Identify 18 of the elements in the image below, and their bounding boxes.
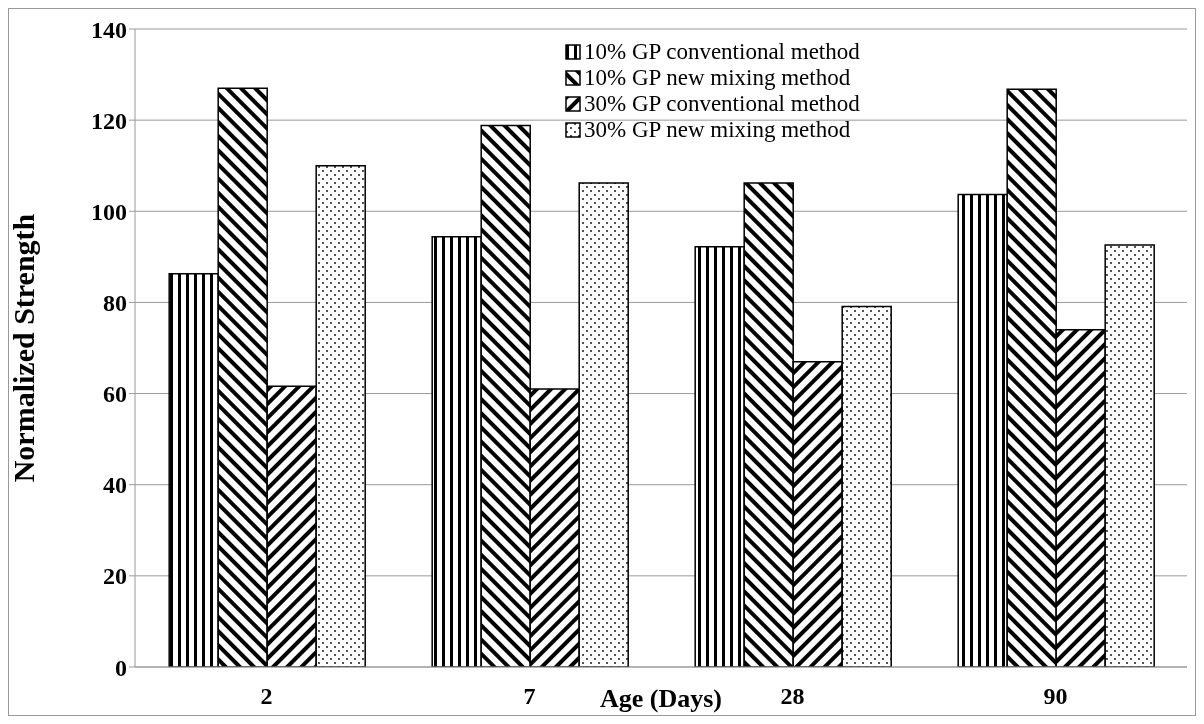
y-tick-label: 60 bbox=[103, 381, 127, 408]
y-tick-label: 40 bbox=[103, 472, 127, 499]
x-tick-label: 2 bbox=[260, 683, 273, 710]
x-tick-label: 90 bbox=[1043, 683, 1068, 710]
y-tick-label: 100 bbox=[91, 198, 127, 225]
y-tick-label: 140 bbox=[91, 16, 127, 43]
x-tick-label: 28 bbox=[780, 683, 805, 710]
y-tick-label: 80 bbox=[103, 289, 127, 316]
legend-label: 10% GP conventional method bbox=[584, 39, 860, 65]
x-tick-label: 7 bbox=[523, 683, 536, 710]
legend-label: 30% GP new mixing method bbox=[584, 117, 851, 143]
legend-label: 10% GP new mixing method bbox=[584, 65, 851, 91]
legend-label: 30% GP conventional method bbox=[584, 91, 860, 117]
y-tick-label: 0 bbox=[115, 654, 127, 681]
y-axis-title: Normalized Strength bbox=[6, 213, 40, 483]
y-tick-label: 120 bbox=[91, 107, 127, 134]
x-axis-title: Age (Days) bbox=[599, 684, 723, 713]
y-tick-label: 20 bbox=[103, 563, 127, 590]
